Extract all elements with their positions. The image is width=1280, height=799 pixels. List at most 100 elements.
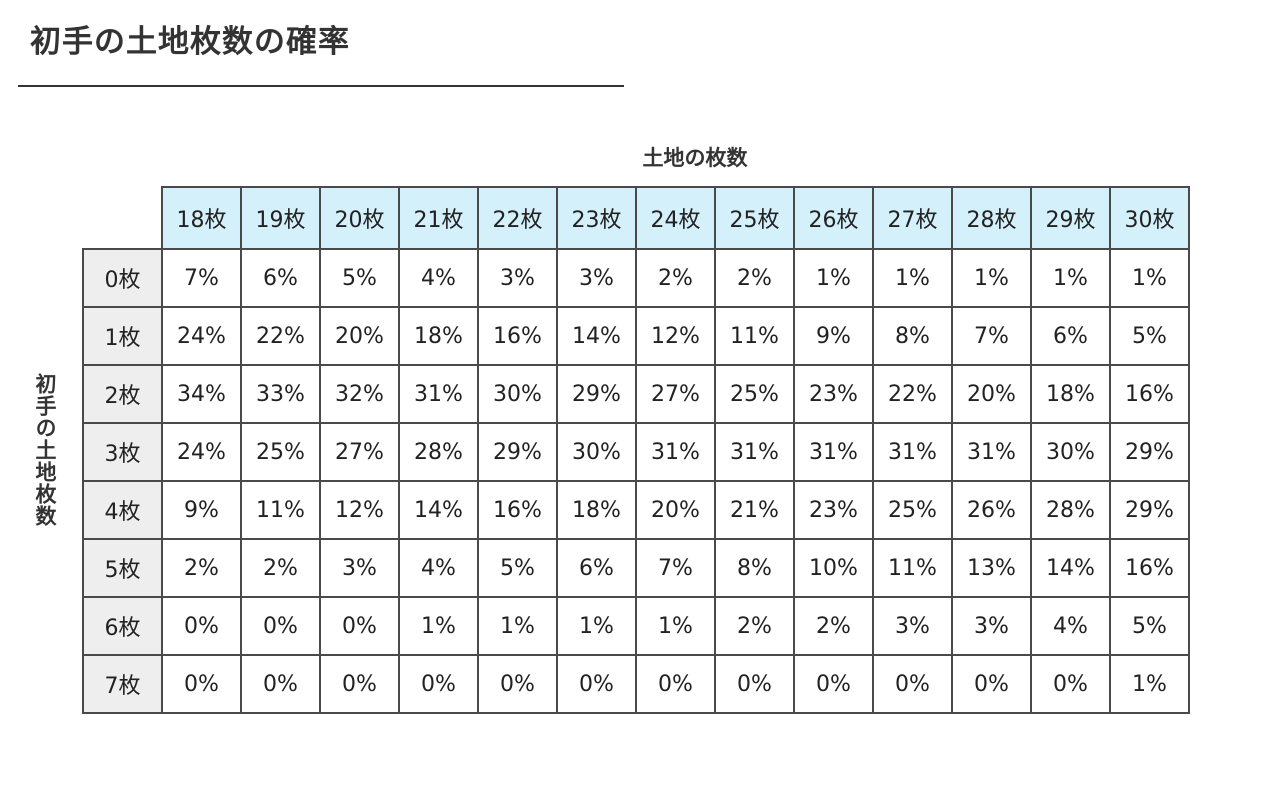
table-cell: 7% — [635, 538, 716, 598]
table-cell: 31% — [793, 422, 874, 482]
row-header: 1枚 — [82, 306, 163, 366]
table-cell: 1% — [1030, 248, 1111, 308]
table-cell: 30% — [556, 422, 637, 482]
table-cell: 12% — [319, 480, 400, 540]
table-cell: 25% — [714, 364, 795, 424]
table-cell: 1% — [556, 596, 637, 656]
table-cell: 29% — [556, 364, 637, 424]
table-cell: 24% — [161, 422, 242, 482]
probability-table: 18枚 19枚 20枚 21枚 22枚 23枚 24枚 25枚 26枚 27枚 28枚 29枚 30枚 0… — [82, 186, 1190, 714]
table-cell: 8% — [714, 538, 795, 598]
table-cell: 20% — [951, 364, 1032, 424]
table-cell: 0% — [872, 654, 953, 714]
row-header: 7枚 — [82, 654, 163, 714]
table-cell: 0% — [398, 654, 479, 714]
table-cell: 33% — [240, 364, 321, 424]
table-cell: 0% — [635, 654, 716, 714]
table-cell: 6% — [556, 538, 637, 598]
row-header: 2枚 — [82, 364, 163, 424]
table-cell: 14% — [556, 306, 637, 366]
table-row: 0枚 7% 6% 5% 4% 3% 3% 2% 2% 1% 1% 1% 1% 1% — [82, 248, 1190, 308]
table-cell: 30% — [477, 364, 558, 424]
table-cell: 5% — [1109, 306, 1190, 366]
table-cell: 1% — [872, 248, 953, 308]
table-cell: 0% — [319, 596, 400, 656]
table-cell: 6% — [1030, 306, 1111, 366]
table-cell: 27% — [319, 422, 400, 482]
table-cell: 29% — [1109, 422, 1190, 482]
table-cell: 9% — [161, 480, 242, 540]
table-cell: 16% — [1109, 538, 1190, 598]
table-cell: 0% — [161, 596, 242, 656]
table-corner — [83, 187, 162, 249]
y-axis-label: 初手の土地枚数 — [33, 373, 57, 527]
table-cell: 0% — [1030, 654, 1111, 714]
table-cell: 3% — [319, 538, 400, 598]
table-cell: 20% — [319, 306, 400, 366]
table-cell: 0% — [240, 596, 321, 656]
table-cell: 22% — [872, 364, 953, 424]
table-cell: 1% — [793, 248, 874, 308]
table-cell: 7% — [161, 248, 242, 308]
table-cell: 0% — [319, 654, 400, 714]
table-cell: 5% — [319, 248, 400, 308]
table-cell: 31% — [635, 422, 716, 482]
table-row: 2枚 34% 33% 32% 31% 30% 29% 27% 25% 23% 22% 20% 18% 16… — [82, 364, 1190, 424]
table-cell: 10% — [793, 538, 874, 598]
table-cell: 30% — [1030, 422, 1111, 482]
table-cell: 12% — [635, 306, 716, 366]
table-cell: 11% — [240, 480, 321, 540]
column-header: 26枚 — [793, 186, 874, 250]
row-header: 5枚 — [82, 538, 163, 598]
table-cell: 0% — [793, 654, 874, 714]
table-cell: 11% — [714, 306, 795, 366]
table-cell: 8% — [872, 306, 953, 366]
page-title: 初手の土地枚数の確率 — [30, 24, 350, 60]
table-cell: 23% — [793, 364, 874, 424]
table-cell: 31% — [714, 422, 795, 482]
table-cell: 0% — [477, 654, 558, 714]
row-header: 6枚 — [82, 596, 163, 656]
table-cell: 1% — [1109, 248, 1190, 308]
table-cell: 34% — [161, 364, 242, 424]
table-cell: 2% — [240, 538, 321, 598]
table-cell: 16% — [477, 306, 558, 366]
row-header: 3枚 — [82, 422, 163, 482]
table-cell: 14% — [1030, 538, 1111, 598]
column-header: 28枚 — [951, 186, 1032, 250]
table-cell: 2% — [793, 596, 874, 656]
table-cell: 3% — [951, 596, 1032, 656]
table-cell: 2% — [714, 596, 795, 656]
title-divider — [18, 85, 624, 87]
table-cell: 29% — [477, 422, 558, 482]
table-cell: 6% — [240, 248, 321, 308]
table-cell: 28% — [1030, 480, 1111, 540]
table-cell: 18% — [398, 306, 479, 366]
table-cell: 25% — [872, 480, 953, 540]
table-cell: 5% — [477, 538, 558, 598]
table-cell: 24% — [161, 306, 242, 366]
table-cell: 3% — [556, 248, 637, 308]
table-cell: 18% — [1030, 364, 1111, 424]
table-cell: 32% — [319, 364, 400, 424]
table-cell: 18% — [556, 480, 637, 540]
column-header: 25枚 — [714, 186, 795, 250]
table-cell: 0% — [556, 654, 637, 714]
column-header: 29枚 — [1030, 186, 1111, 250]
table-cell: 4% — [1030, 596, 1111, 656]
table-cell: 3% — [477, 248, 558, 308]
table-cell: 27% — [635, 364, 716, 424]
column-header: 18枚 — [161, 186, 242, 250]
table-cell: 31% — [398, 364, 479, 424]
table-cell: 0% — [161, 654, 242, 714]
table-cell: 26% — [951, 480, 1032, 540]
table-cell: 25% — [240, 422, 321, 482]
table-cell: 29% — [1109, 480, 1190, 540]
table-row: 6枚 0% 0% 0% 1% 1% 1% 1% 2% 2% 3% 3% 4% 5% — [82, 596, 1190, 656]
column-header: 27枚 — [872, 186, 953, 250]
table-row: 3枚 24% 25% 27% 28% 29% 30% 31% 31% 31% 31% 31% 30% 29… — [82, 422, 1190, 482]
table-cell: 0% — [240, 654, 321, 714]
table-cell: 1% — [1109, 654, 1190, 714]
row-header: 4枚 — [82, 480, 163, 540]
table-cell: 22% — [240, 306, 321, 366]
